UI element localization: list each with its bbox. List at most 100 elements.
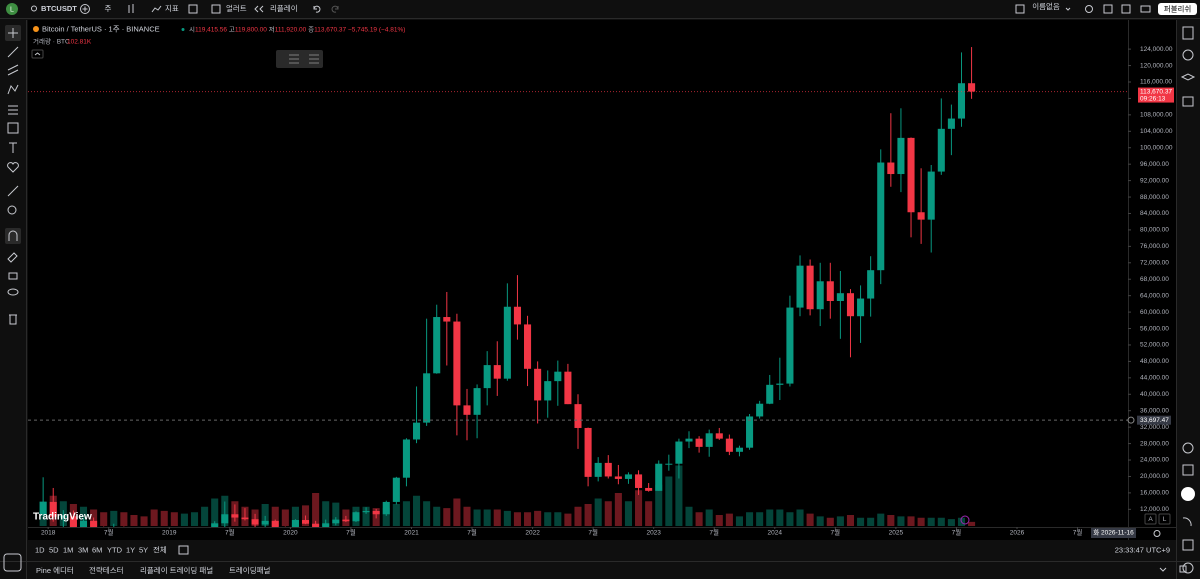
hide-tool[interactable] — [7, 288, 19, 296]
object-tree[interactable] — [1180, 73, 1196, 81]
snapshot[interactable] — [1140, 5, 1151, 13]
chart-type-icon[interactable] — [128, 4, 134, 13]
volume-bar — [907, 516, 915, 526]
fullscreen[interactable] — [1121, 4, 1131, 14]
collapse-legend[interactable] — [31, 49, 44, 59]
layout-checkbox[interactable] — [1015, 4, 1025, 14]
volume-bar — [594, 498, 602, 526]
auto-scale[interactable] — [1144, 513, 1157, 525]
replay[interactable]: 리플레이 — [270, 3, 298, 13]
alert-icon[interactable] — [211, 4, 221, 14]
range-button[interactable]: 5D — [49, 545, 59, 554]
magnet-tool[interactable] — [5, 228, 21, 244]
candle-body — [786, 307, 794, 384]
avatar-letter: L — [10, 6, 14, 13]
ideas[interactable] — [1182, 442, 1194, 454]
log-scale[interactable] — [1158, 513, 1171, 525]
volume-bar — [735, 516, 743, 526]
y-tick-label: 60,000.00 — [1140, 309, 1169, 316]
pattern-tool[interactable] — [7, 84, 19, 95]
candle-body — [413, 422, 421, 440]
symbol[interactable]: BTCUSDT — [41, 4, 77, 13]
replay-icon[interactable] — [254, 5, 264, 13]
range-button[interactable]: 5Y — [139, 545, 148, 554]
publish-button[interactable] — [1158, 3, 1197, 15]
lock-tool[interactable] — [8, 272, 18, 280]
range-button[interactable]: 1M — [63, 545, 73, 554]
quick-search[interactable] — [1085, 5, 1093, 13]
panel-controls[interactable] — [1159, 565, 1187, 573]
candle-body — [39, 501, 47, 515]
bottom-tab[interactable]: 전략테스터 — [89, 565, 124, 575]
volume-bar — [635, 490, 643, 526]
clock: 23:33:47 UTC+9 — [1115, 545, 1170, 554]
volume-bar — [574, 506, 582, 526]
volume-bar — [402, 501, 410, 526]
floating-toolbar[interactable] — [276, 50, 323, 68]
draw-mode[interactable] — [7, 252, 18, 263]
alerts-panel[interactable] — [1182, 49, 1194, 61]
candle-body — [604, 462, 612, 477]
redo[interactable] — [331, 5, 339, 13]
watchlist[interactable] — [1182, 26, 1194, 40]
candle-body — [887, 162, 895, 175]
layout-name[interactable]: 이름없음 — [1032, 1, 1060, 11]
bottom-tab[interactable]: 리플레이 트레이딩 패널 — [140, 565, 213, 575]
y-tick-label: 124,000.00 — [1140, 46, 1173, 53]
help[interactable] — [1182, 562, 1194, 574]
search-icon[interactable] — [31, 5, 37, 12]
crosshair-add[interactable] — [1127, 416, 1135, 424]
range-button[interactable]: 1Y — [126, 545, 135, 554]
calendar[interactable] — [1182, 464, 1194, 476]
chats[interactable] — [1182, 96, 1194, 107]
range-button[interactable]: 6M — [92, 545, 102, 554]
measure-tool[interactable] — [7, 185, 19, 197]
volume-title: 거래량 · BTC — [33, 37, 70, 46]
event-marker[interactable] — [960, 515, 970, 525]
indicators[interactable]: 지표 — [165, 4, 179, 13]
volume-bar — [846, 515, 855, 526]
range-button[interactable]: YTD — [107, 545, 123, 554]
shape-tool[interactable] — [7, 122, 19, 134]
volume-bar — [190, 512, 199, 526]
range-button[interactable]: 전체 — [153, 544, 167, 554]
undo[interactable] — [313, 5, 321, 13]
bottom-tab[interactable]: Pine 에디터 — [36, 566, 74, 575]
forecast-tool[interactable] — [8, 105, 18, 115]
text-tool[interactable] — [9, 142, 17, 153]
products[interactable] — [1181, 487, 1195, 501]
candle-body — [241, 517, 249, 520]
interval[interactable]: 주 — [105, 4, 112, 13]
volume-bar — [897, 516, 905, 526]
candle-body — [635, 474, 643, 488]
candle-body — [816, 281, 824, 310]
delete-tool[interactable] — [9, 314, 17, 325]
icon-tool[interactable] — [7, 162, 19, 173]
candle-body — [907, 137, 915, 213]
bottom-tab[interactable]: 트레이딩패널 — [229, 565, 270, 575]
goto-date[interactable] — [178, 545, 189, 555]
chart: 12,000.00 16,000.00 20,000.00 24,000.00 28,0… — [28, 46, 1174, 538]
range-button[interactable]: 1D — [35, 545, 45, 554]
y-tick-label: 108,000.00 — [1140, 112, 1173, 119]
favorites[interactable] — [3, 553, 22, 572]
layout-menu[interactable] — [1065, 7, 1071, 11]
layout-icon[interactable] — [188, 4, 198, 14]
range-button[interactable]: 3M — [78, 545, 88, 554]
drawing-toolbar — [3, 25, 22, 572]
candle-body — [483, 365, 491, 389]
indicators-icon[interactable] — [151, 5, 162, 13]
alert[interactable]: 얼러트 — [226, 4, 247, 13]
candle-body — [675, 441, 683, 464]
settings[interactable] — [1103, 4, 1113, 14]
screener[interactable] — [1182, 539, 1194, 551]
candle-body — [665, 463, 673, 465]
ohlc-legend: 시119,415.56 고119,800.00 저111,920.00 종113… — [189, 24, 405, 33]
zoom-tool[interactable] — [7, 205, 17, 215]
add-symbol[interactable] — [80, 4, 90, 14]
avatar[interactable] — [6, 3, 18, 15]
news[interactable] — [1182, 517, 1192, 527]
fib-tool[interactable] — [7, 64, 19, 76]
axis-settings[interactable] — [1153, 530, 1161, 537]
trend-line-tool[interactable] — [7, 46, 19, 58]
